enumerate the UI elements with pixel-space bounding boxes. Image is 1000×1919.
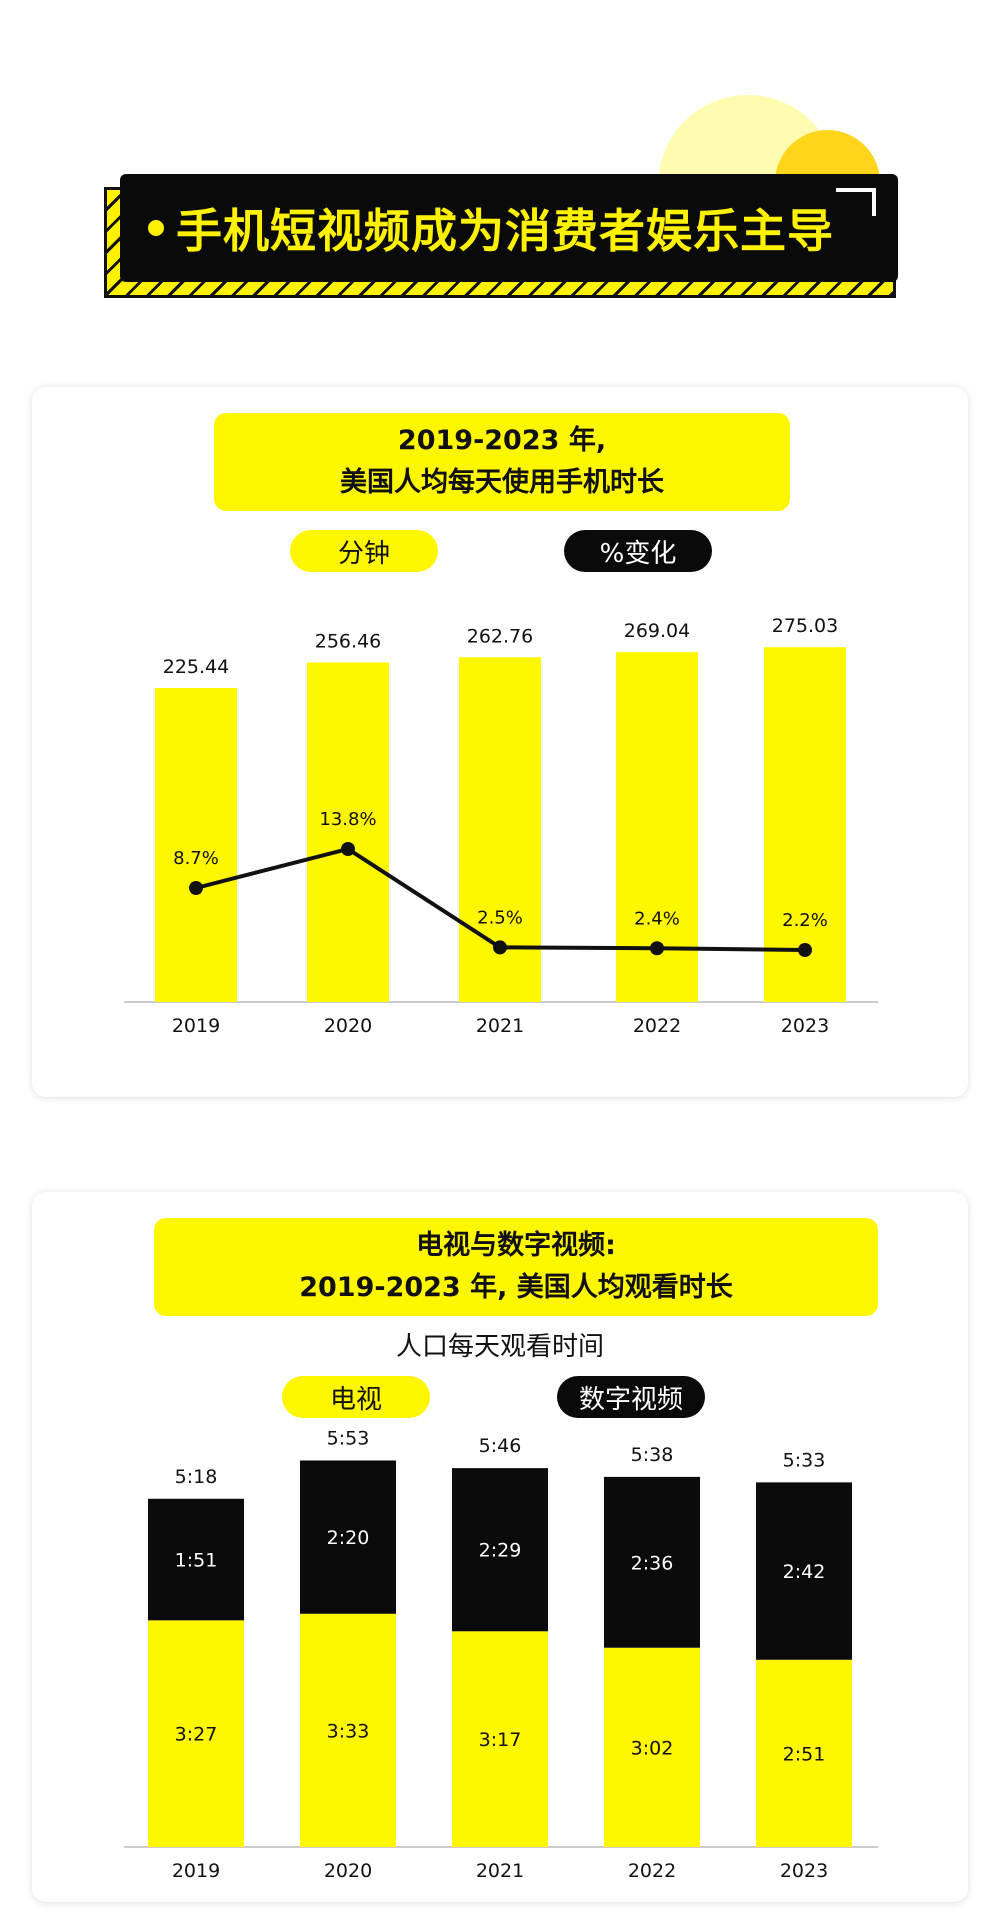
legend-minutes: 分钟: [290, 530, 438, 572]
chart-title-line1: 电视与数字视频:: [416, 1230, 616, 1261]
legend-tv: 电视: [282, 1376, 430, 1418]
x-tick-label: 2019: [172, 1860, 220, 1882]
banner-title: 手机短视频成为消费者娱乐主导: [176, 204, 834, 258]
bar-digital-video-2023: [756, 1482, 852, 1660]
line-value-label: 2.4%: [634, 908, 680, 929]
bar-tv-label: 3:33: [327, 1720, 370, 1742]
line-value-label: 2.2%: [782, 910, 828, 931]
bar-value-label: 269.04: [624, 620, 690, 642]
x-tick-label: 2022: [633, 1015, 681, 1037]
tv-digital-video-card: 电视与数字视频: 2019-2023 年, 美国人均观看时长 人口每天观看时间 …: [32, 1192, 968, 1902]
bar-tv-2019: [148, 1620, 244, 1847]
bar-tv-label: 3:02: [631, 1737, 674, 1759]
legend-digital-video: 数字视频: [557, 1376, 705, 1418]
bar-total-label: 5:53: [327, 1427, 370, 1449]
bar-digital-video-2019: [148, 1498, 244, 1621]
x-tick-label: 2020: [324, 1015, 372, 1037]
bar-digital-video-label: 2:42: [783, 1561, 826, 1583]
bar-digital-video-2020: [300, 1460, 396, 1614]
line-point-2020: [341, 842, 355, 856]
chart-title-line1: 2019-2023 年,: [397, 425, 607, 456]
bar-total-label: 5:33: [783, 1449, 826, 1471]
corner-bracket-icon: [836, 188, 876, 216]
chart-title: 2019-2023 年, 美国人均每天使用手机时长: [214, 413, 790, 511]
bar-total-label: 5:46: [479, 1435, 522, 1457]
phone-usage-card: 2019-2023 年, 美国人均每天使用手机时长 分钟 %变化 225.44 2…: [32, 387, 968, 1097]
line-value-label: 13.8%: [319, 809, 376, 830]
line-point-2022: [650, 941, 664, 956]
x-tick-label: 2023: [781, 1015, 829, 1037]
bar-tv-label: 3:17: [479, 1729, 522, 1751]
phone-usage-chart: 225.44 2019 256.46 2020 262.76 2021 269.04 2022…: [124, 615, 878, 1037]
bar-tv-2022: [604, 1647, 700, 1847]
bar-minutes-2023: [764, 647, 846, 1002]
x-tick-label: 2019: [172, 1015, 220, 1037]
bar-minutes-2020: [307, 662, 389, 1002]
chart-title: 电视与数字视频: 2019-2023 年, 美国人均观看时长: [154, 1218, 878, 1316]
bar-total-label: 5:18: [175, 1466, 218, 1488]
bar-value-label: 256.46: [315, 630, 381, 652]
x-tick-label: 2023: [780, 1860, 828, 1882]
bar-value-label: 262.76: [467, 625, 533, 647]
section-banner: 手机短视频成为消费者娱乐主导: [120, 174, 898, 282]
x-tick-label: 2022: [628, 1860, 676, 1882]
bar-digital-video-2022: [604, 1476, 700, 1648]
legend-change: %变化: [564, 530, 712, 572]
bar-tv-2023: [756, 1659, 852, 1847]
chart-title-line2: 2019-2023 年, 美国人均观看时长: [299, 1272, 733, 1303]
bar-tv-2021: [452, 1631, 548, 1847]
line-value-label: 2.5%: [477, 907, 523, 928]
bar-tv-label: 3:27: [175, 1724, 218, 1746]
bar-digital-video-label: 2:20: [327, 1527, 370, 1549]
x-tick-label: 2020: [324, 1860, 372, 1882]
bar-digital-video-label: 1:51: [175, 1550, 218, 1572]
bar-total-label: 5:38: [631, 1444, 674, 1466]
x-tick-label: 2021: [476, 1015, 524, 1037]
bar-digital-video-label: 2:36: [631, 1552, 674, 1574]
bar-digital-video-2021: [452, 1468, 548, 1632]
line-point-2019: [189, 881, 203, 895]
line-point-2021: [493, 940, 507, 955]
line-value-label: 8.7%: [173, 848, 219, 869]
bar-tv-label: 2:51: [783, 1743, 826, 1765]
line-point-2023: [798, 943, 812, 957]
bar-minutes-2019: [155, 688, 237, 1002]
chart-title-line2: 美国人均每天使用手机时长: [340, 467, 664, 498]
x-tick-label: 2021: [476, 1860, 524, 1882]
bar-value-label: 275.03: [772, 615, 838, 637]
bullet-dot: [148, 220, 164, 236]
bar-tv-2020: [300, 1613, 396, 1847]
bar-digital-video-label: 2:29: [479, 1540, 522, 1562]
chart-subtitle: 人口每天观看时间: [395, 1332, 604, 1362]
tv-digital-video-chart: 3:27 1:51 5:18 2019 3:33 2:20 5:53 2020 3:17 2:29…: [124, 1427, 878, 1882]
bar-value-label: 225.44: [163, 656, 229, 678]
